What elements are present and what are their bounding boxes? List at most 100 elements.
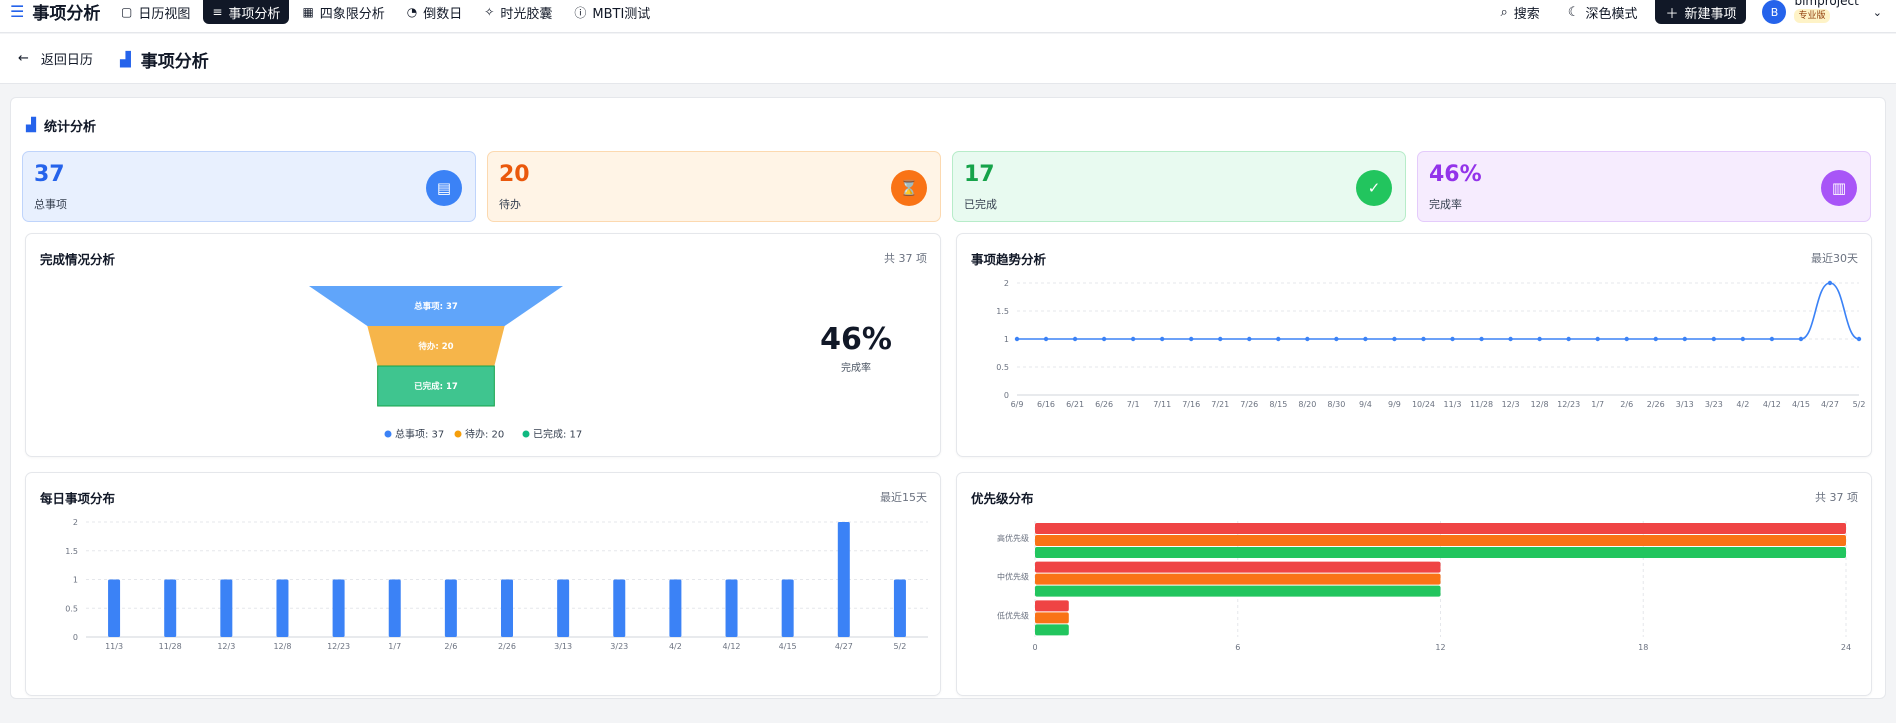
y-tick-label: 0.5	[996, 363, 1009, 372]
y-tick-label: 1.5	[65, 547, 78, 556]
clipboard-icon: ▤	[426, 170, 462, 206]
bar	[837, 522, 850, 637]
x-tick-label: 9/4	[1359, 400, 1372, 409]
x-tick-label: 12	[1435, 643, 1445, 652]
x-tick-label: 7/21	[1211, 400, 1229, 409]
calendar-icon: ▢	[121, 5, 133, 19]
nav-item[interactable]: ▢ 日历视图	[112, 0, 199, 24]
funnel-stage-label: 待办: 20	[417, 341, 453, 352]
trend-point	[1072, 336, 1078, 342]
stat-label: 待办	[499, 198, 521, 211]
trend-point	[1276, 336, 1281, 342]
brand-title: 事项分析	[32, 3, 101, 24]
bar	[220, 579, 233, 637]
priority-bar	[1035, 600, 1069, 612]
hamburger-menu-icon[interactable]: ☰	[10, 1, 25, 21]
stat-value: 17	[964, 162, 995, 187]
trend-point	[1218, 336, 1223, 342]
x-tick-label: 6/21	[1066, 400, 1084, 409]
statistics-panel: ▟ 统计分析 37 总事项 ▤ 20 待办 ⌛ 17 已完成 ✓ 46% 完成率 ▥ 完成情况分析 共…	[10, 97, 1886, 699]
header-tools: ⌕ 搜索 ☾ 深色模式 ＋ 新建事项 B bimproject 专业版 ⌄	[1490, 0, 1882, 24]
trend-point	[1711, 336, 1717, 342]
trend-point	[1653, 336, 1658, 342]
sub-header: ← 返回日历 ▟ 事项分析	[0, 34, 1896, 84]
search-button[interactable]: ⌕ 搜索	[1490, 0, 1549, 24]
card-title: 事项趋势分析	[971, 252, 1047, 267]
nav-item[interactable]: ⓘ MBTI测试	[565, 0, 659, 24]
x-tick-label: 7/16	[1182, 400, 1200, 409]
dark-mode-label: 深色模式	[1585, 6, 1638, 22]
x-tick-label: 7/11	[1153, 400, 1171, 409]
card-title: 优先级分布	[971, 491, 1034, 506]
daily-bar-chart: 0 0.5 1 1.5 2 11/3 11/28 12/3 12/8 12/23 1/7 2/6 2/2…	[65, 518, 928, 651]
x-tick-label: 7/1	[1127, 400, 1140, 409]
new-item-button[interactable]: ＋ 新建事项	[1655, 0, 1747, 24]
x-tick-label: 24	[1841, 643, 1851, 652]
bar	[557, 579, 570, 637]
x-tick-label: 4/15	[1792, 400, 1810, 409]
legend-entry: 待办: 20	[465, 428, 504, 441]
legend-entry: 总事项: 37	[395, 428, 444, 441]
dark-mode-toggle[interactable]: ☾ 深色模式	[1558, 0, 1648, 24]
funnel-stage-label: 总事项: 37	[414, 301, 458, 312]
trend-point	[1247, 336, 1252, 342]
bar	[164, 579, 177, 637]
page-title: ▟ 事项分析	[120, 47, 209, 73]
trend-point	[1769, 336, 1775, 342]
x-tick-label: 12/8	[273, 642, 291, 651]
legend-marker	[384, 430, 392, 438]
x-tick-label: 11/28	[159, 642, 182, 651]
section-title-text: 统计分析	[44, 120, 97, 135]
completion-rate: 46%	[820, 322, 892, 357]
priority-bar	[1035, 585, 1441, 597]
funnel-stage	[309, 286, 563, 326]
card-title: 完成情况分析	[40, 252, 116, 267]
stat-value: 46%	[1429, 162, 1482, 187]
stat-value: 20	[499, 162, 530, 187]
avatar[interactable]: B	[1762, 0, 1787, 24]
trend-point	[1014, 336, 1020, 342]
trend-point	[1043, 336, 1049, 342]
compass-icon: ⓘ	[574, 5, 587, 20]
nav-item[interactable]: ≡ 事项分析	[203, 0, 290, 24]
chevron-down-icon[interactable]: ⌄	[1872, 5, 1882, 19]
priority-bar	[1035, 547, 1846, 558]
username: bimproject	[1794, 0, 1859, 8]
bar-chart-icon: ▟	[26, 118, 36, 133]
back-to-calendar-button[interactable]: ← 返回日历	[18, 49, 93, 68]
page-title-text: 事项分析	[140, 52, 209, 72]
priority-bar	[1035, 561, 1441, 573]
trend-point	[1595, 336, 1600, 342]
nav-item[interactable]: ◔ 倒数日	[398, 0, 472, 24]
trend-point	[1537, 336, 1542, 342]
trend-line-chart: 0 0.5 1 1.5 2 6/9 6/16 6/21 6/26 7/1 7/11 7/16 7/21 7…	[996, 279, 1865, 409]
x-tick-label: 3/13	[1676, 400, 1694, 409]
brand[interactable]: ☰ 事项分析	[10, 0, 101, 24]
x-tick-label: 4/2	[669, 642, 682, 651]
x-tick-label: 2/6	[1620, 400, 1633, 409]
priority-bar	[1035, 535, 1846, 546]
nav-item[interactable]: ✧ 时光胶囊	[475, 0, 561, 24]
x-tick-label: 6/9	[1011, 400, 1024, 409]
priority-bar	[1035, 573, 1441, 585]
y-tick-label: 低优先级	[997, 610, 1029, 620]
card-title: 每日事项分布	[40, 491, 116, 506]
x-tick-label: 7/26	[1240, 400, 1258, 409]
x-tick-label: 4/27	[1821, 400, 1839, 409]
x-tick-label: 4/15	[779, 642, 797, 651]
trend-point	[1159, 336, 1165, 342]
nav-item[interactable]: ▦ 四象限分析	[293, 0, 393, 24]
bar	[332, 579, 345, 637]
completion-rate-label: 完成率	[841, 363, 871, 374]
y-tick-label: 0.5	[65, 604, 78, 613]
user-menu[interactable]: bimproject 专业版	[1794, 0, 1859, 23]
card-meta: 共 37 项	[884, 252, 927, 265]
main-nav: ▢ 日历视图 ≡ 事项分析 ▦ 四象限分析 ◔ 倒数日 ✧ 时光胶囊 ⓘ MBTI测试	[112, 0, 659, 24]
bar-chart-icon: ▟	[120, 51, 131, 68]
nav-item-label: 事项分析	[228, 6, 281, 22]
nav-item-label: 倒数日	[423, 6, 463, 22]
section-title: ▟ 统计分析	[26, 116, 96, 135]
x-tick-label: 4/12	[723, 642, 741, 651]
stat-label: 总事项	[34, 198, 67, 211]
hourglass-icon: ⌛	[891, 170, 927, 206]
